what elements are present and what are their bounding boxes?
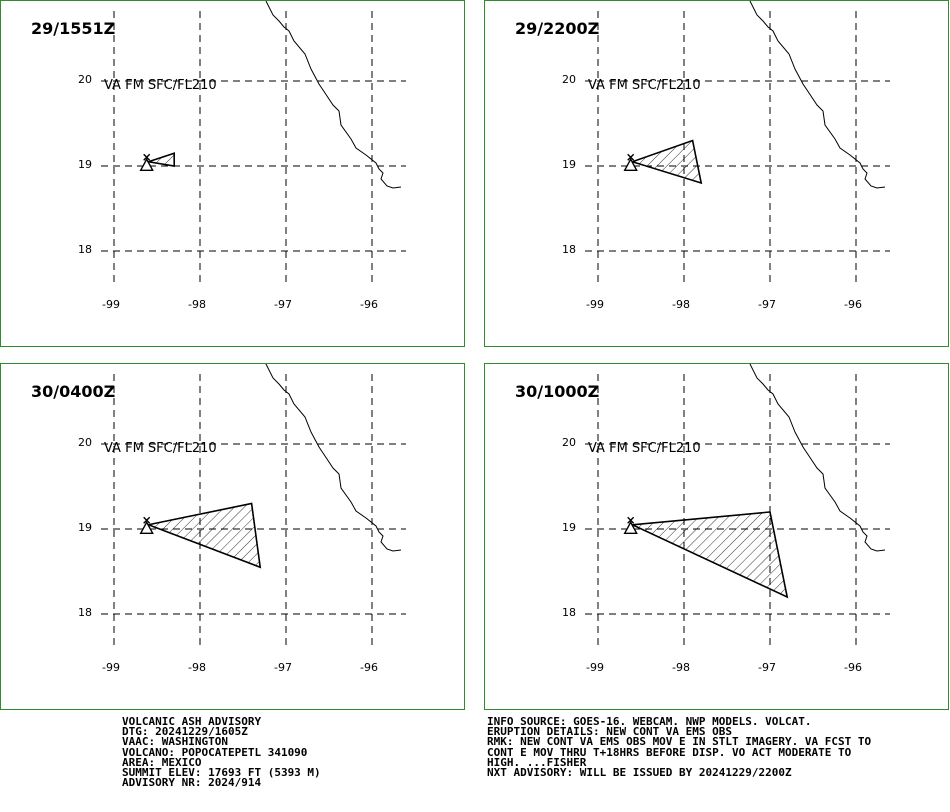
coastline — [265, 364, 402, 552]
longitude-tick-label: -99 — [102, 661, 120, 674]
volcano-icon — [623, 520, 638, 535]
coastline — [749, 1, 886, 189]
eruption-marker-icon — [627, 153, 635, 161]
coastline — [265, 1, 402, 189]
eruption-marker-icon — [627, 516, 635, 524]
eruption-marker-icon — [143, 153, 151, 161]
advisory-line: VAAC: WASHINGTON — [122, 735, 228, 749]
latitude-tick-label: 20 — [562, 436, 576, 449]
advisory-line: HIGH. ...FISHER — [487, 755, 587, 769]
forecast-panel: 29/1551Z VA FM SFC/FL210 20 19 18 -99 -98 -97 -9… — [0, 0, 465, 347]
ash-cloud-polygon — [629, 511, 789, 599]
latitude-tick-label: 19 — [78, 158, 92, 171]
ash-cloud-polygon — [145, 502, 262, 569]
ash-level-label: VA FM SFC/FL210 — [104, 441, 217, 456]
ash-cloud-polygon — [148, 152, 175, 167]
ash-map — [101, 1, 406, 286]
longitude-tick-label: -97 — [274, 661, 292, 674]
forecast-panel: 30/0400Z VA FM SFC/FL210 20 19 18 -99 -98 -97 -9… — [0, 363, 465, 710]
advisory-line: ADVISORY NR: 2024/914 — [122, 776, 262, 790]
panel-time-title: 30/1000Z — [515, 382, 600, 401]
eruption-marker-icon — [143, 516, 151, 524]
advisory-line: NXT ADVISORY: WILL BE ISSUED BY 20241229… — [487, 766, 792, 780]
latitude-tick-label: 19 — [78, 521, 92, 534]
latitude-tick-label: 20 — [562, 73, 576, 86]
longitude-tick-label: -98 — [672, 298, 690, 311]
volcano-icon — [139, 520, 154, 535]
longitude-tick-label: -98 — [188, 298, 206, 311]
panel-time-title: 29/1551Z — [31, 19, 116, 38]
ash-level-label: VA FM SFC/FL210 — [588, 78, 701, 93]
longitude-tick-label: -97 — [758, 661, 776, 674]
latitude-tick-label: 18 — [78, 243, 92, 256]
longitude-tick-label: -98 — [672, 661, 690, 674]
panel-time-title: 29/2200Z — [515, 19, 600, 38]
volcano-icon — [623, 157, 638, 172]
longitude-tick-label: -99 — [102, 298, 120, 311]
longitude-tick-label: -99 — [586, 298, 604, 311]
longitude-tick-label: -97 — [758, 298, 776, 311]
ash-map — [585, 1, 890, 286]
forecast-panel: 29/2200Z VA FM SFC/FL210 20 19 18 -99 -98 -97 -9… — [484, 0, 949, 347]
longitude-tick-label: -99 — [586, 661, 604, 674]
latitude-tick-label: 20 — [78, 436, 92, 449]
advisory-line: DTG: 20241229/1605Z — [122, 725, 248, 739]
ash-map — [585, 364, 890, 649]
ash-level-label: VA FM SFC/FL210 — [104, 78, 217, 93]
longitude-tick-label: -97 — [274, 298, 292, 311]
advisory-line: VOLCANIC ASH ADVISORY — [122, 715, 262, 728]
advisory-line: AREA: MEXICO — [122, 755, 202, 769]
volcano-icon — [139, 157, 154, 172]
ash-map — [101, 364, 406, 649]
advisory-line: VOLCANO: POPOCATEPETL 341090 — [122, 745, 308, 759]
latitude-tick-label: 18 — [562, 606, 576, 619]
ash-cloud-polygon — [629, 139, 703, 185]
longitude-tick-label: -96 — [844, 661, 862, 674]
panel-time-title: 30/0400Z — [31, 382, 116, 401]
ash-level-label: VA FM SFC/FL210 — [588, 441, 701, 456]
advisory-line: SUMMIT ELEV: 17693 FT (5393 M) — [122, 766, 321, 780]
advisory-line: INFO SOURCE: GOES-16. WEBCAM. NWP MODELS… — [487, 715, 812, 728]
latitude-tick-label: 19 — [562, 521, 576, 534]
advisory-line: ERUPTION DETAILS: NEW CONT VA EMS OBS — [487, 725, 733, 739]
forecast-panel: 30/1000Z VA FM SFC/FL210 20 19 18 -99 -98 -97 -9… — [484, 363, 949, 710]
longitude-tick-label: -96 — [360, 661, 378, 674]
longitude-tick-label: -96 — [360, 298, 378, 311]
latitude-tick-label: 19 — [562, 158, 576, 171]
advisory-line: CONT E MOV THRU T+18HRS BEFORE DISP. VO … — [487, 745, 852, 759]
latitude-tick-label: 18 — [78, 606, 92, 619]
coastline — [749, 364, 886, 552]
longitude-tick-label: -96 — [844, 298, 862, 311]
advisory-line: RMK: NEW CONT VA EMS OBS MOV E IN STLT I… — [487, 735, 872, 749]
latitude-tick-label: 18 — [562, 243, 576, 256]
latitude-tick-label: 20 — [78, 73, 92, 86]
advisory-left-block: VOLCANIC ASH ADVISORY DTG: 20241229/1605… — [122, 715, 321, 790]
advisory-right-block: INFO SOURCE: GOES-16. WEBCAM. NWP MODELS… — [487, 715, 872, 780]
longitude-tick-label: -98 — [188, 661, 206, 674]
